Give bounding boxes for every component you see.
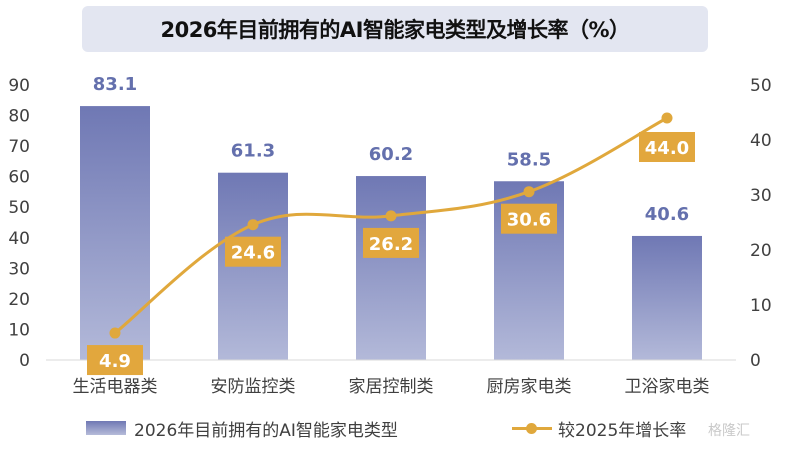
y-left-tick-label: 80 <box>8 107 30 127</box>
y-left-tick-label: 60 <box>8 168 30 188</box>
line-value-label: 26.2 <box>369 234 413 255</box>
x-tick-label: 厨房家电类 <box>487 377 572 397</box>
legend-item-line-series: 较2025年增长率 <box>512 416 687 441</box>
growth-point <box>385 210 397 222</box>
x-tick-label: 卫浴家电类 <box>625 377 710 397</box>
bar-value-label: 58.5 <box>507 149 551 170</box>
growth-point <box>661 112 673 124</box>
y-left-tick-label: 0 <box>19 351 30 371</box>
line-value-box <box>87 345 143 376</box>
bar-value-label: 83.1 <box>93 74 137 95</box>
legend-bar-swatch <box>86 421 126 435</box>
y-right-tick-label: 10 <box>750 296 772 316</box>
line-value-box <box>639 132 695 162</box>
line-value-label: 30.6 <box>507 210 551 231</box>
y-left-tick-label: 90 <box>8 76 30 96</box>
legend-line-label: 较2025年增长率 <box>558 420 687 441</box>
y-left-tick-label: 10 <box>8 320 30 340</box>
bar-value-label: 61.3 <box>231 141 275 162</box>
x-tick-label: 安防监控类 <box>211 377 296 397</box>
bar <box>632 235 702 360</box>
watermark: 格隆汇 <box>708 423 750 439</box>
line-value-label: 44.0 <box>645 138 689 159</box>
legend-item-bar-series: 2026年目前拥有的AI智能家电类型 <box>86 416 398 441</box>
line-value-box <box>501 203 557 234</box>
legend-line-swatch <box>512 421 552 435</box>
bar <box>356 176 426 360</box>
y-left-tick-label: 40 <box>8 229 30 249</box>
x-tick-label: 生活电器类 <box>73 377 158 397</box>
x-tick-label: 家居控制类 <box>349 377 434 397</box>
y-right-tick-label: 40 <box>750 131 772 151</box>
line-value-box <box>225 236 281 267</box>
line-value-label: 24.6 <box>231 243 275 264</box>
growth-point <box>523 186 535 198</box>
bar-value-label: 60.2 <box>369 144 413 165</box>
chart-title: 2026年目前拥有的AI智能家电类型及增长率（%） <box>160 18 630 42</box>
growth-point <box>109 327 121 339</box>
y-right-tick-label: 0 <box>750 351 761 371</box>
y-right-tick-label: 20 <box>750 241 772 261</box>
y-left-tick-label: 30 <box>8 259 30 279</box>
y-right-tick-label: 50 <box>750 76 772 96</box>
chart-title-box: 2026年目前拥有的AI智能家电类型及增长率（%） <box>82 6 708 52</box>
bar-value-label: 40.6 <box>645 204 689 225</box>
bar <box>80 106 150 360</box>
y-left-tick-label: 70 <box>8 137 30 157</box>
growth-point <box>247 219 259 231</box>
line-value-label: 4.9 <box>99 351 131 372</box>
line-value-box <box>363 227 419 258</box>
legend-bar-label: 2026年目前拥有的AI智能家电类型 <box>134 420 398 441</box>
y-left-tick-label: 20 <box>8 290 30 310</box>
y-left-tick-label: 50 <box>8 198 30 218</box>
y-right-tick-label: 30 <box>750 186 772 206</box>
